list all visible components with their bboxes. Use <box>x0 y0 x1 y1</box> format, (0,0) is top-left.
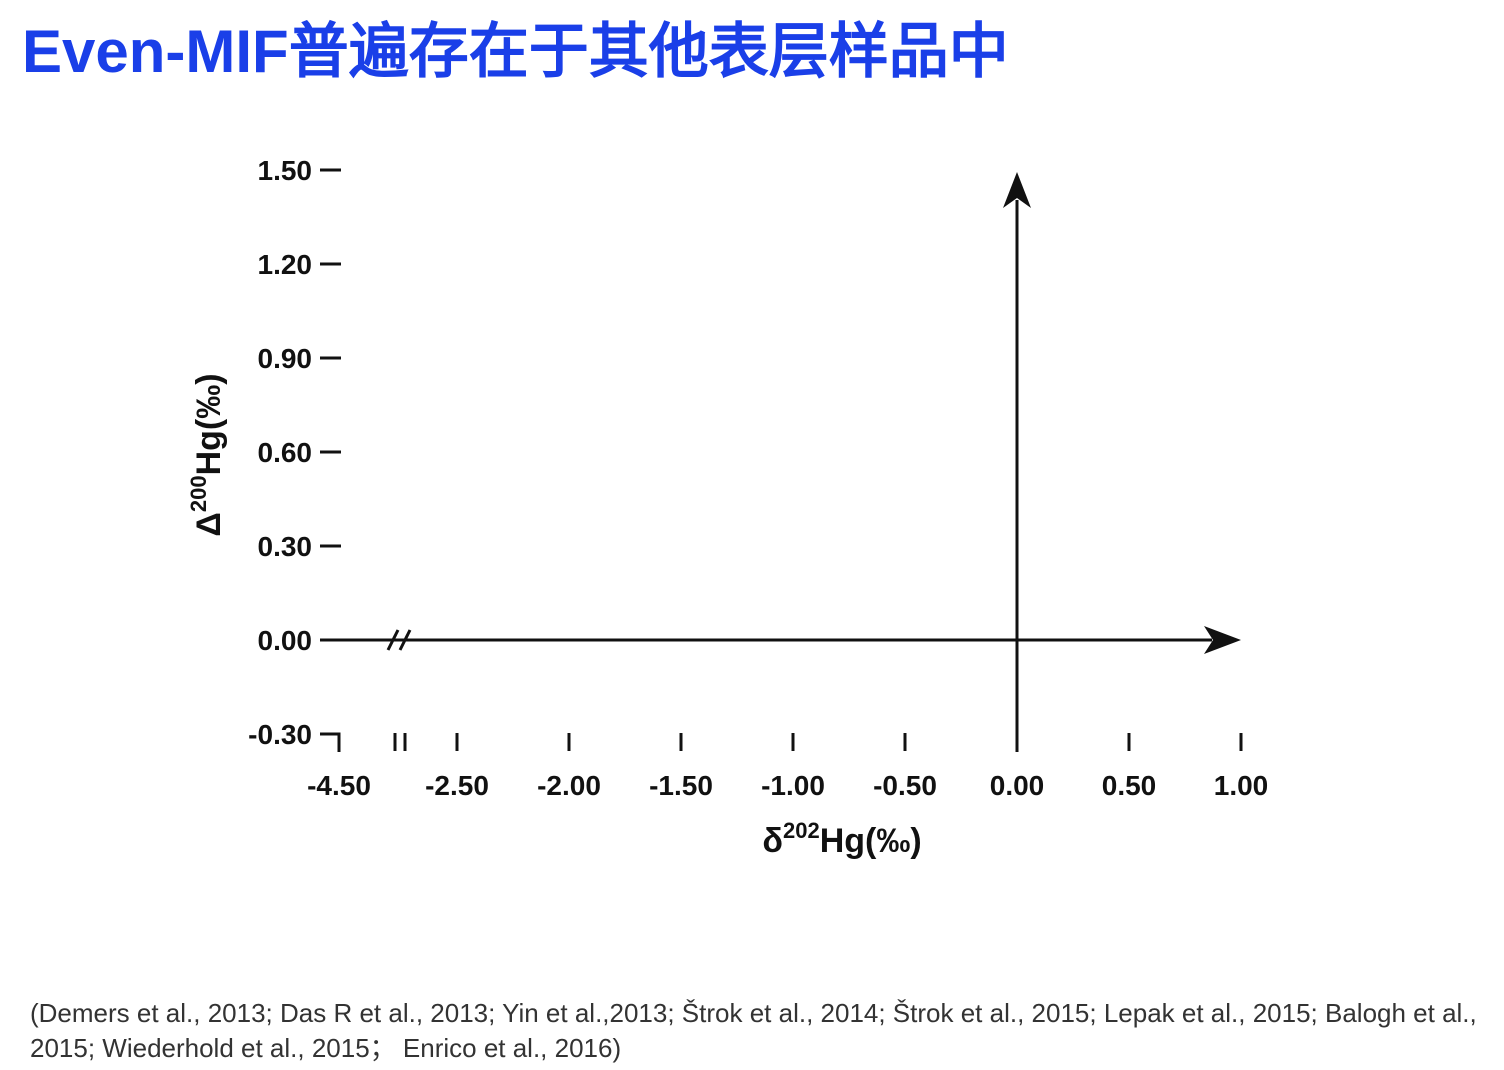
x-axis-title: δ202Hg(‰) <box>762 818 921 860</box>
delta-200hg-vs-delta-202hg-chart: 1.50 1.20 0.90 0.60 0.30 0.00 -0.30 -4.50 -2.50… <box>186 155 1268 860</box>
y-axis-title: Δ200Hg(‰) <box>186 373 228 536</box>
x-tick-label: -1.00 <box>761 770 825 801</box>
x-tick-label: -2.50 <box>425 770 489 801</box>
axis-break-slash <box>386 629 400 651</box>
x-tick-label: -2.00 <box>537 770 601 801</box>
x-tick-label: -4.50 <box>307 770 371 801</box>
references-citation: (Demers et al., 2013; Das R et al., 2013… <box>30 998 1477 1063</box>
x-tick-label: 1.00 <box>1214 770 1269 801</box>
y-tick-label: 0.60 <box>258 437 313 468</box>
zero-lines <box>320 172 1241 752</box>
y-axis: 1.50 1.20 0.90 0.60 0.30 0.00 -0.30 <box>248 155 341 752</box>
x-tick-label: -1.50 <box>649 770 713 801</box>
y-tick-mark <box>320 732 341 752</box>
y-axis-arrowhead <box>1003 172 1031 208</box>
x-tick-label: -0.50 <box>873 770 937 801</box>
slide-title: Even-MIF普遍存在于其他表层样品中 <box>22 18 1009 85</box>
x-tick-label: 0.50 <box>1102 770 1157 801</box>
y-tick-label: 1.50 <box>258 155 313 186</box>
y-tick-label: -0.30 <box>248 719 312 750</box>
y-tick-label: 0.90 <box>258 343 313 374</box>
y-tick-label: 1.20 <box>258 249 313 280</box>
x-tick-label: 0.00 <box>990 770 1045 801</box>
y-tick-label: 0.30 <box>258 531 313 562</box>
x-axis: -4.50 -2.50 -2.00 -1.50 -1.00 -0.50 0.00 0.50 1.… <box>307 733 1268 801</box>
y-tick-label: 0.00 <box>258 625 313 656</box>
axis-break-slash <box>398 629 412 651</box>
x-axis-arrowhead <box>1204 626 1241 654</box>
